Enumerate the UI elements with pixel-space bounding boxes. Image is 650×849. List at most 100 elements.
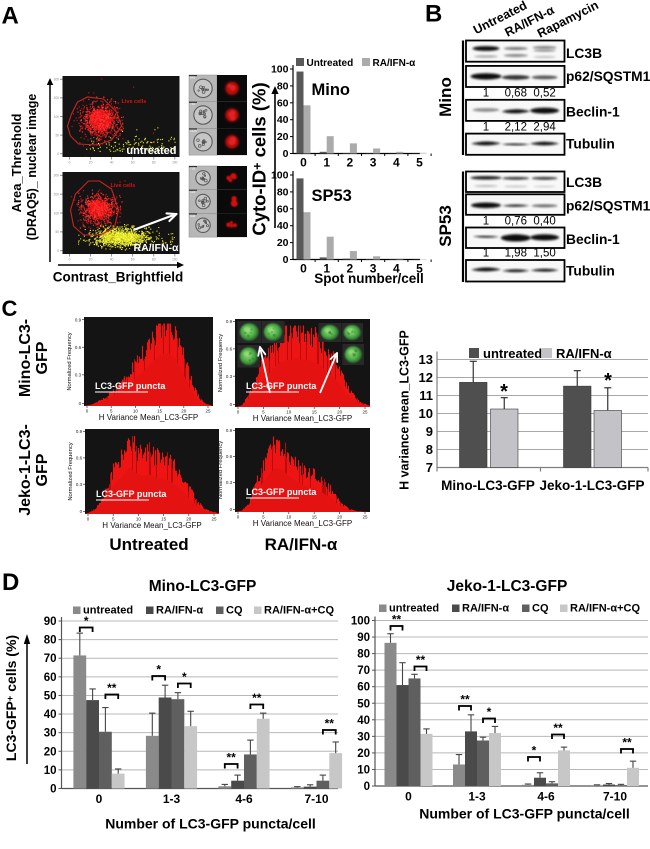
svg-text:2,12: 2,12 bbox=[505, 122, 527, 134]
svg-text:Mino: Mino bbox=[436, 77, 455, 117]
svg-text:H Variance Mean_LC3-GFP: H Variance Mean_LC3-GFP bbox=[102, 521, 201, 530]
svg-text:100: 100 bbox=[172, 258, 178, 262]
svg-text:H variance mean_LC3-GFP: H variance mean_LC3-GFP bbox=[398, 330, 412, 490]
svg-text:Normalized Frequency: Normalized Frequency bbox=[68, 442, 74, 500]
svg-text:**: ** bbox=[107, 681, 117, 695]
svg-text:40: 40 bbox=[110, 258, 114, 262]
svg-text:50: 50 bbox=[55, 230, 59, 234]
svg-text:10: 10 bbox=[44, 765, 57, 777]
svg-text:**: ** bbox=[553, 721, 563, 735]
svg-text:4: 4 bbox=[393, 156, 400, 170]
svg-text:1: 1 bbox=[323, 156, 330, 170]
svg-text:Normalized Frequency: Normalized Frequency bbox=[218, 441, 224, 499]
svg-text:30: 30 bbox=[44, 728, 57, 740]
svg-text:0: 0 bbox=[96, 792, 103, 806]
svg-text:7-10: 7-10 bbox=[603, 790, 627, 804]
svg-text:4-6: 4-6 bbox=[537, 790, 555, 804]
svg-text:Number of LC3-GFP puncta/cell: Number of LC3-GFP puncta/cell bbox=[105, 816, 316, 832]
svg-text:70: 70 bbox=[357, 665, 370, 677]
svg-text:p62/SQSTM1: p62/SQSTM1 bbox=[566, 69, 650, 84]
svg-text:13: 13 bbox=[419, 352, 433, 367]
svg-text:Number of LC3-GFP puncta/cell: Number of LC3-GFP puncta/cell bbox=[419, 806, 630, 822]
svg-text:40: 40 bbox=[44, 709, 57, 721]
svg-text:Cyto-ID+ cells (%): Cyto-ID+ cells (%) bbox=[249, 82, 270, 235]
svg-text:20: 20 bbox=[277, 131, 289, 143]
svg-text:*: * bbox=[532, 744, 537, 758]
svg-text:0,52: 0,52 bbox=[533, 88, 555, 100]
svg-text:Jeko-1-LC3-GFP: Jeko-1-LC3-GFP bbox=[447, 578, 568, 595]
svg-text:*: * bbox=[604, 370, 612, 392]
svg-text:0: 0 bbox=[300, 262, 307, 276]
svg-text:1: 1 bbox=[483, 122, 489, 134]
svg-text:*: * bbox=[182, 670, 187, 684]
svg-text:10: 10 bbox=[357, 764, 370, 776]
svg-text:*: * bbox=[487, 705, 492, 719]
svg-text:LC3B: LC3B bbox=[566, 46, 602, 61]
svg-text:0.3: 0.3 bbox=[226, 374, 233, 379]
svg-text:0,76: 0,76 bbox=[505, 216, 527, 228]
svg-text:**: ** bbox=[252, 691, 262, 705]
svg-text:Tubulin: Tubulin bbox=[566, 264, 615, 279]
svg-text:Untreated: Untreated bbox=[109, 535, 188, 554]
svg-text:Spot number/cell: Spot number/cell bbox=[314, 271, 424, 286]
svg-text:RA/IFN-α+CQ: RA/IFN-α+CQ bbox=[570, 603, 640, 615]
svg-text:200: 200 bbox=[54, 192, 60, 196]
svg-text:0,40: 0,40 bbox=[533, 216, 555, 228]
svg-text:RA/IFN-α: RA/IFN-α bbox=[156, 605, 203, 617]
svg-text:0: 0 bbox=[405, 790, 412, 804]
svg-text:GFP: GFP bbox=[34, 341, 51, 374]
svg-text:1-3: 1-3 bbox=[163, 792, 181, 806]
svg-text:C: C bbox=[2, 296, 18, 321]
svg-text:60: 60 bbox=[131, 161, 135, 165]
svg-text:2: 2 bbox=[347, 156, 354, 170]
svg-text:LC3-GFP+ cells (%): LC3-GFP+ cells (%) bbox=[3, 635, 19, 761]
svg-text:LC3-GFP puncta: LC3-GFP puncta bbox=[246, 381, 317, 391]
svg-text:0: 0 bbox=[69, 258, 71, 262]
svg-text:100: 100 bbox=[271, 170, 289, 182]
svg-text:10: 10 bbox=[419, 406, 433, 421]
svg-text:60: 60 bbox=[44, 672, 57, 684]
svg-text:25: 25 bbox=[362, 410, 368, 415]
svg-text:20: 20 bbox=[44, 746, 57, 758]
svg-text:0: 0 bbox=[57, 249, 59, 253]
svg-text:1-3: 1-3 bbox=[468, 790, 486, 804]
svg-text:80: 80 bbox=[44, 635, 57, 647]
svg-text:0.6: 0.6 bbox=[75, 345, 82, 350]
svg-text:80: 80 bbox=[152, 161, 156, 165]
svg-text:Beclin-1: Beclin-1 bbox=[566, 232, 620, 247]
svg-text:90: 90 bbox=[357, 632, 370, 644]
svg-text:5: 5 bbox=[416, 156, 423, 170]
svg-text:Mino: Mino bbox=[312, 81, 351, 99]
svg-text:H Variance Mean_LC3-GFP: H Variance Mean_LC3-GFP bbox=[253, 519, 352, 528]
svg-text:0: 0 bbox=[364, 781, 370, 793]
svg-text:7: 7 bbox=[426, 460, 433, 475]
svg-text:100: 100 bbox=[54, 115, 60, 119]
svg-text:**: ** bbox=[460, 693, 470, 707]
svg-text:untreated: untreated bbox=[83, 605, 133, 617]
svg-text:LC3-GFP puncta: LC3-GFP puncta bbox=[95, 381, 166, 391]
svg-text:40: 40 bbox=[277, 220, 289, 232]
svg-text:50: 50 bbox=[55, 133, 59, 137]
svg-text:80: 80 bbox=[277, 186, 289, 198]
svg-text:1,98: 1,98 bbox=[505, 248, 527, 260]
svg-text:0.9: 0.9 bbox=[76, 429, 83, 434]
svg-text:25: 25 bbox=[211, 517, 217, 522]
svg-text:Jeko-1-LC3-GFP: Jeko-1-LC3-GFP bbox=[539, 478, 644, 493]
svg-text:0: 0 bbox=[79, 401, 82, 406]
svg-text:Contrast_Brightfield: Contrast_Brightfield bbox=[53, 270, 184, 285]
svg-text:RA/IFN-α: RA/IFN-α bbox=[373, 58, 417, 69]
svg-text:0: 0 bbox=[237, 515, 240, 520]
svg-text:25: 25 bbox=[205, 409, 211, 414]
svg-text:60: 60 bbox=[357, 682, 370, 694]
svg-text:9: 9 bbox=[426, 424, 433, 439]
svg-text:20: 20 bbox=[89, 258, 93, 262]
svg-text:80: 80 bbox=[152, 258, 156, 262]
svg-text:2,94: 2,94 bbox=[533, 122, 556, 134]
svg-text:20: 20 bbox=[357, 748, 370, 760]
svg-text:RA/IFN-α: RA/IFN-α bbox=[265, 535, 338, 554]
svg-text:0.3: 0.3 bbox=[226, 480, 233, 485]
svg-text:Beclin-1: Beclin-1 bbox=[566, 105, 620, 120]
svg-text:*: * bbox=[156, 663, 161, 677]
svg-text:90: 90 bbox=[44, 616, 57, 628]
svg-text:1: 1 bbox=[483, 216, 489, 228]
